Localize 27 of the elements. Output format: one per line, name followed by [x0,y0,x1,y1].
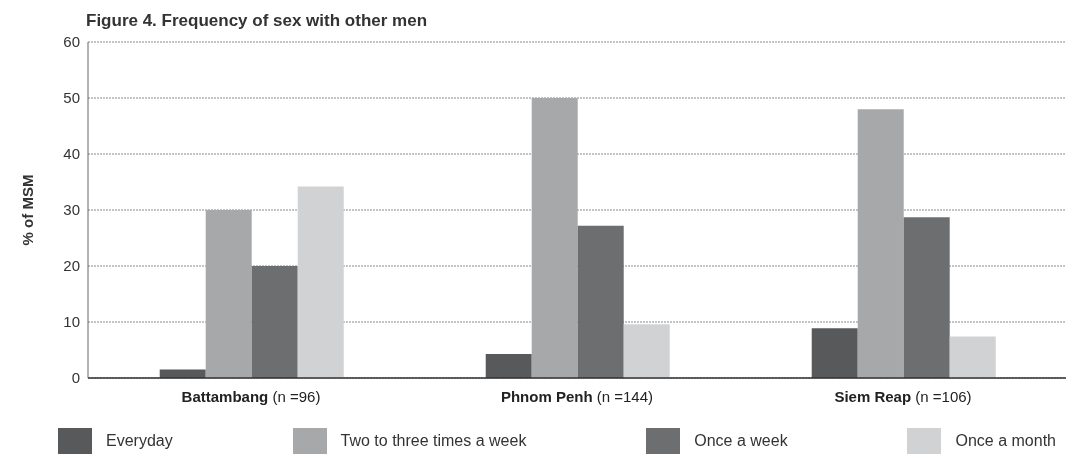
bar [205,210,252,378]
y-tick-label: 10 [63,313,80,331]
bar [811,328,858,378]
x-tick-label: Battambang (n =96) [181,388,321,405]
y-tick-label: 30 [63,201,80,219]
y-tick-label: 50 [63,89,80,107]
bar [903,217,950,378]
bar [251,266,298,378]
chart-title: Figure 4. Frequency of sex with other men [85,10,428,32]
y-tick-label: 20 [63,257,80,275]
legend-label: Once a month [955,432,1056,450]
legend-label: Two to three times a week [340,432,527,450]
y-axis-title: % of MSM [19,174,37,246]
legend-label: Everyday [106,432,173,450]
x-tick-label: Phnom Penh (n =144) [500,388,654,405]
x-tick-label: Siem Reap (n =106) [834,388,972,405]
bar [531,98,578,378]
y-tick-label: 60 [63,33,80,51]
legend-label: Once a week [694,432,788,450]
y-tick-label: 40 [63,145,80,163]
bar [297,186,344,378]
bar [577,225,624,378]
bar [623,324,670,378]
y-tick-label: 0 [71,369,80,387]
bar [485,353,532,378]
bar [949,336,996,378]
bar [857,109,904,378]
